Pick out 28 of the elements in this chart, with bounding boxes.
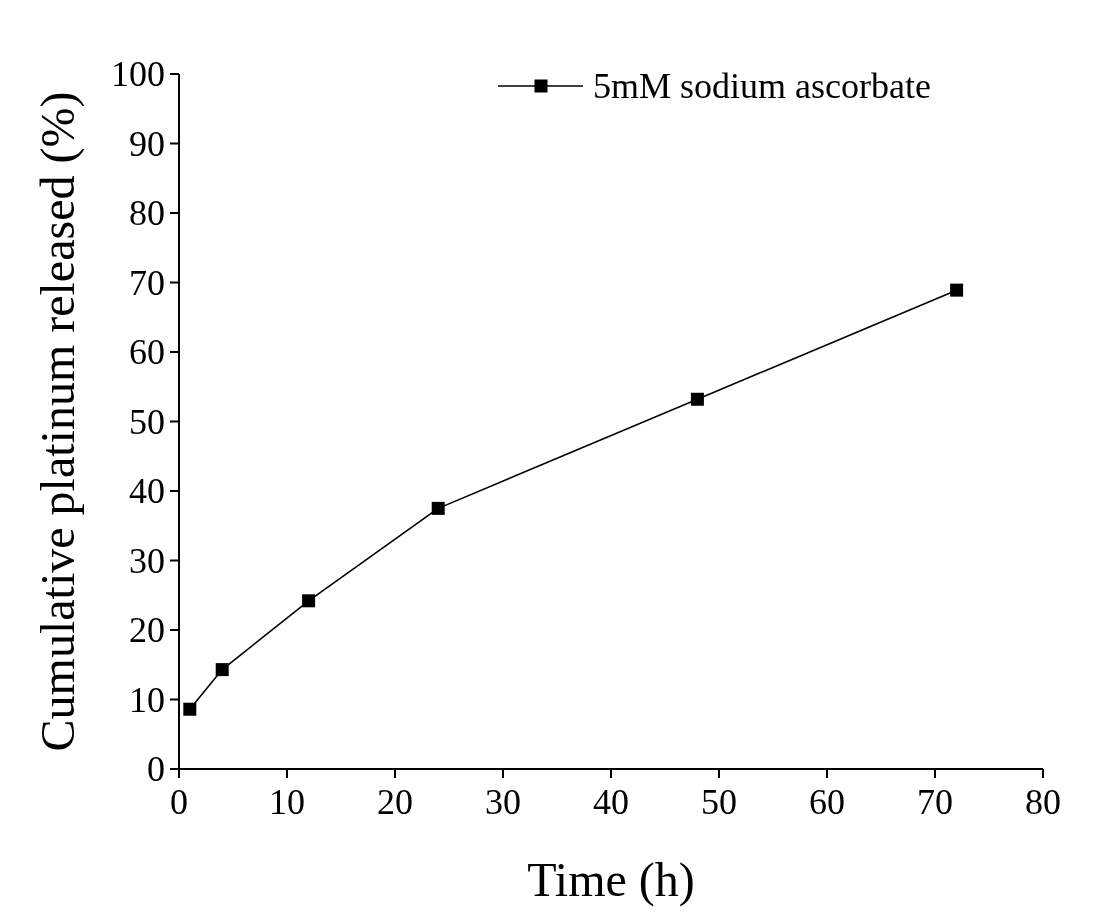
point	[215, 663, 229, 677]
x-tick-label: 70	[917, 782, 953, 822]
x-tick-label: 50	[701, 782, 737, 822]
y-tick-label: 40	[129, 471, 165, 511]
y-tick-label: 90	[129, 123, 165, 164]
y-tick-label: 80	[129, 193, 165, 233]
point	[690, 392, 704, 406]
y-tick-label: 70	[129, 262, 165, 303]
y-tick-label: 50	[129, 401, 165, 442]
point	[431, 501, 445, 515]
y-tick-label: 10	[129, 679, 165, 720]
x-tick-label: 80	[1025, 782, 1061, 822]
x-tick-label: 10	[269, 782, 305, 822]
x-tick-label: 40	[593, 782, 629, 822]
point	[183, 702, 197, 716]
legend-label: 5mM sodium ascorbate	[593, 66, 931, 106]
y-tick-label: 100	[111, 54, 165, 94]
x-tick-label: 20	[377, 782, 413, 822]
point	[302, 594, 316, 608]
y-axis-title: Cumulative platinum released (%)	[31, 91, 85, 752]
x-tick-label: 30	[485, 782, 521, 822]
y-tick-label: 20	[129, 610, 165, 650]
y-tick-label: 0	[147, 749, 165, 789]
y-tick-label: 30	[129, 540, 165, 581]
y-tick-label: 60	[129, 332, 165, 372]
x-axis-title: Time (h)	[527, 853, 695, 907]
x-tick-label: 60	[809, 782, 845, 822]
point	[950, 283, 964, 297]
